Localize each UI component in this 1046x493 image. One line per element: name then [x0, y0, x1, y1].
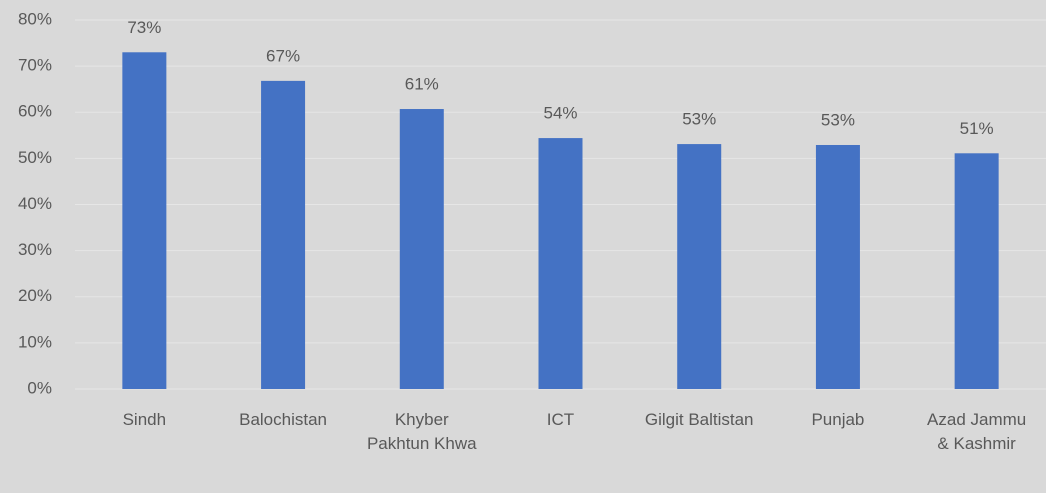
x-tick-label: ICT — [546, 410, 575, 429]
data-label: 53% — [682, 110, 716, 129]
bar — [538, 138, 583, 389]
bar — [954, 153, 999, 389]
bar — [399, 109, 444, 390]
data-label: 54% — [543, 104, 577, 123]
x-tick-label: Punjab — [811, 410, 865, 429]
bar — [677, 144, 722, 389]
y-tick-label: 30% — [18, 240, 52, 259]
y-tick-label: 10% — [18, 332, 52, 351]
x-tick-label: Azad Jammu & Kashmir — [927, 410, 1027, 453]
bar — [122, 52, 167, 389]
y-tick-label: 60% — [18, 102, 52, 121]
y-tick-label: 50% — [18, 148, 52, 167]
data-label: 73% — [127, 18, 161, 37]
x-tick-label: Gilgit Baltistan — [644, 410, 754, 429]
y-tick-label: 40% — [18, 194, 52, 213]
data-label: 67% — [266, 46, 300, 65]
y-tick-label: 20% — [18, 286, 52, 305]
bar — [261, 80, 306, 389]
x-tick-label: Khyber Pakhtun Khwa — [366, 410, 477, 453]
y-tick-label: 70% — [18, 56, 52, 75]
bar — [815, 144, 860, 389]
data-label: 53% — [821, 110, 855, 129]
y-tick-label: 80% — [18, 9, 52, 28]
x-tick-label: Sindh — [122, 410, 167, 429]
y-tick-label: 0% — [27, 378, 52, 397]
data-label: 61% — [405, 75, 439, 94]
data-label: 51% — [960, 119, 994, 138]
x-tick-label: Balochistan — [239, 410, 327, 429]
